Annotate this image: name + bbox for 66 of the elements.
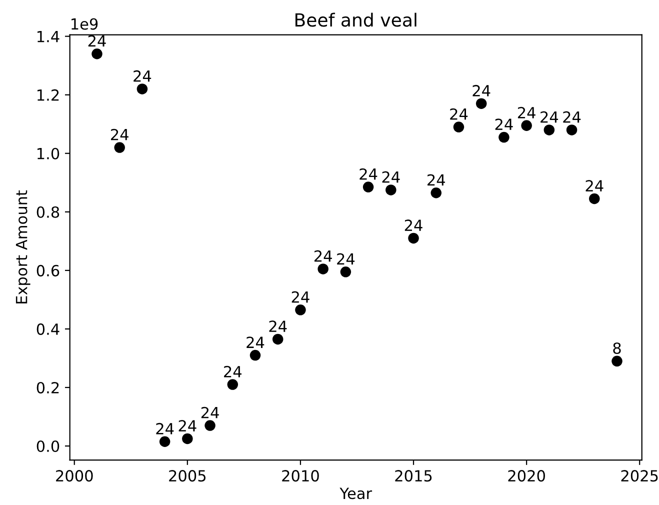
text: 1e9 <box>72 18 98 30</box>
text: 24 <box>428 174 445 186</box>
text: 24 <box>201 406 219 418</box>
x-tick-label: 2005 <box>169 470 206 482</box>
text: 24 <box>495 118 513 130</box>
point <box>476 98 487 109</box>
text: 24 <box>518 106 536 118</box>
text: 24 <box>292 291 310 303</box>
y-tick-label: 0.6 <box>36 264 60 276</box>
point <box>544 124 555 136</box>
point <box>362 182 374 192</box>
text: 24 <box>110 128 128 140</box>
y-tick-label: 0.0 <box>36 440 60 452</box>
y-tick-label: 1.4 <box>38 30 60 42</box>
point <box>566 124 578 136</box>
y-tick-label: 1.0 <box>38 148 60 160</box>
point <box>159 436 170 447</box>
text: 24 <box>382 171 400 183</box>
point <box>136 84 148 94</box>
point <box>182 433 193 444</box>
point <box>521 120 532 131</box>
point <box>340 266 352 278</box>
point <box>318 264 328 274</box>
point <box>498 132 510 143</box>
x-tick-label: 2020 <box>508 470 545 482</box>
y-tick-label: 1.2 <box>38 89 59 101</box>
text: 24 <box>540 111 558 123</box>
y-tick-label: 0.4 <box>36 323 60 335</box>
point <box>408 232 419 244</box>
point <box>589 193 600 204</box>
text: 24 <box>134 70 152 82</box>
y-axis-title: Export Amount <box>16 190 30 304</box>
point <box>114 142 125 153</box>
x-tick-label: 2000 <box>56 470 93 482</box>
point <box>453 122 464 132</box>
point <box>430 187 442 198</box>
text: 24 <box>586 180 604 192</box>
text: 24 <box>337 253 355 265</box>
point <box>295 304 306 316</box>
text: 24 <box>156 422 174 434</box>
y-tick-label: 0.8 <box>36 206 60 218</box>
text: 24 <box>314 250 332 262</box>
x-axis-title: Year <box>340 488 372 500</box>
point <box>272 334 284 345</box>
point <box>227 379 238 390</box>
point <box>204 420 216 431</box>
x-tick-label: 2015 <box>395 470 432 482</box>
text: 24 <box>563 111 581 123</box>
text: 8 <box>613 342 621 354</box>
x-tick-label: 2010 <box>282 470 319 482</box>
point <box>250 350 261 361</box>
text: 24 <box>246 336 264 348</box>
x-tick-label: 2025 <box>621 470 658 482</box>
text: 24 <box>360 168 378 180</box>
text: 24 <box>404 220 422 231</box>
point <box>386 184 396 196</box>
text: 24 <box>224 366 242 378</box>
text: 24 <box>450 108 468 120</box>
text: 24 <box>269 320 287 332</box>
text: 24 <box>472 84 490 96</box>
text: 24 <box>178 420 196 432</box>
y-tick-label: 0.2 <box>36 382 59 394</box>
chart-title: Beef and veal <box>295 12 416 27</box>
point <box>612 356 622 367</box>
point <box>92 48 102 60</box>
text: 24 <box>88 35 106 47</box>
